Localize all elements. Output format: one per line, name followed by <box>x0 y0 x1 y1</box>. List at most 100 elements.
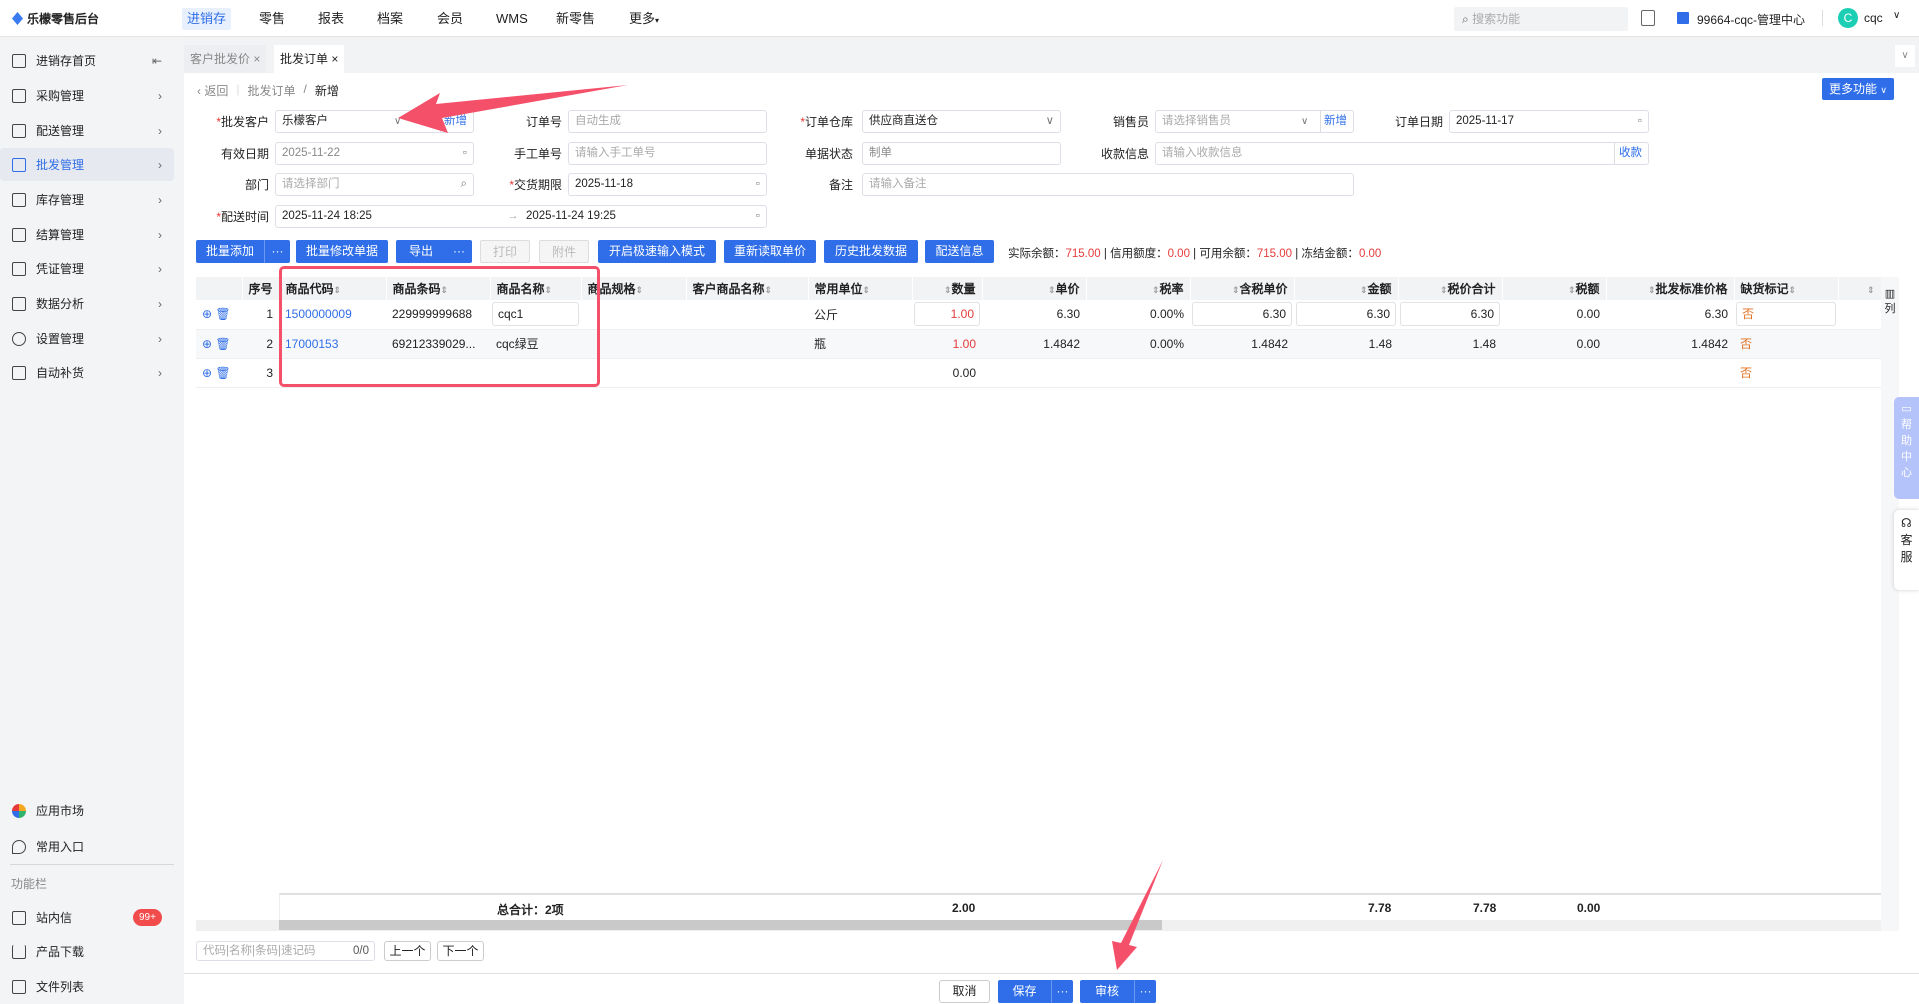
search-icon[interactable]: ⌕ <box>460 178 467 190</box>
cancel-button[interactable]: 取消 <box>939 980 990 1003</box>
sidebar-item-settings[interactable]: 设置管理 › <box>0 322 174 355</box>
export-button[interactable]: 导出 ··· <box>396 240 472 263</box>
sort-icon[interactable]: ⇕ <box>1231 285 1240 295</box>
history-data-button[interactable]: 历史批发数据 <box>824 240 918 263</box>
manual-no-input[interactable]: 请输入手工单号 <box>568 142 767 165</box>
user-name[interactable]: cqc <box>1864 11 1883 25</box>
batch-add-button[interactable]: 批量添加 ··· <box>196 240 290 263</box>
more-icon[interactable]: ··· <box>1134 980 1156 1003</box>
cell-code[interactable]: 17000153 <box>279 329 386 359</box>
cell-qty[interactable]: 1.00 <box>912 300 982 330</box>
delivery-time-range[interactable]: 2025-11-24 18:25 → 2025-11-24 19:25 ▫ <box>275 205 767 228</box>
tab-customer-price[interactable]: 客户批发价 × <box>184 45 267 73</box>
col-out-of-stock[interactable]: 缺货标记⇕ <box>1734 277 1839 300</box>
valid-date-input[interactable]: 2025-11-22 ▫ <box>275 142 474 165</box>
col-code[interactable]: 商品代码⇕ <box>279 277 387 300</box>
sort-icon[interactable]: ⇕ <box>333 285 342 295</box>
nav-report[interactable]: 报表 <box>318 11 345 26</box>
warehouse-select[interactable]: 供应商直送仓 ∨ <box>862 110 1061 133</box>
more-icon[interactable]: ··· <box>453 244 465 258</box>
col-total[interactable]: ⇕税价合计 <box>1398 277 1503 300</box>
collapse-icon[interactable]: ⇤ <box>151 53 162 68</box>
sidebar-item-analytics[interactable]: 数据分析 › <box>0 287 174 320</box>
add-row-icon[interactable]: ⊕ <box>202 336 213 351</box>
remark-input[interactable]: 请输入备注 <box>862 173 1354 196</box>
sidebar-item-voucher[interactable]: 凭证管理 › <box>0 252 174 285</box>
col-unit[interactable]: 常用单位⇕ <box>808 277 913 300</box>
cell-code[interactable] <box>279 358 386 388</box>
help-center-button[interactable]: ▭ 帮助中心 <box>1894 397 1919 499</box>
tabs-dropdown-icon[interactable]: ∨ <box>1895 45 1915 67</box>
prev-button[interactable]: 上一个 <box>384 941 431 961</box>
col-qty[interactable]: ⇕数量 <box>912 277 983 300</box>
sort-icon[interactable]: ⇕ <box>1047 285 1056 295</box>
store-name[interactable]: 99664-cqc-管理中心 <box>1697 13 1806 27</box>
sort-icon[interactable]: ⇕ <box>1151 285 1160 295</box>
more-icon[interactable]: ··· <box>1051 980 1073 1003</box>
sidebar-item-delivery[interactable]: 配送管理 › <box>0 114 174 147</box>
col-tax-price[interactable]: ⇕含税单价 <box>1190 277 1295 300</box>
sidebar-item-download[interactable]: 产品下载 <box>0 935 174 968</box>
app-logo[interactable]: 乐檬零售后台 <box>12 10 99 27</box>
sidebar-item-files[interactable]: 文件列表 <box>0 970 174 1003</box>
collect-payment-link[interactable]: 收款 <box>1614 143 1642 164</box>
add-row-icon[interactable]: ⊕ <box>202 307 213 322</box>
nav-jxc[interactable]: 进销存 <box>182 8 232 30</box>
reload-price-button[interactable]: 重新读取单价 <box>724 240 816 263</box>
delete-icon[interactable]: 🗑 <box>215 307 231 322</box>
sidebar-item-home[interactable]: 进销存首页 ⇤ <box>0 44 174 77</box>
col-std-price[interactable]: ⇕批发标准价格 <box>1606 277 1735 300</box>
sort-icon[interactable]: ⇕ <box>943 285 952 295</box>
col-name[interactable]: 商品名称⇕ <box>490 277 582 300</box>
breadcrumb-parent[interactable]: 批发订单 <box>247 84 296 98</box>
delete-icon[interactable]: 🗑 <box>215 336 231 351</box>
close-icon[interactable]: × <box>331 52 339 66</box>
cell-out-of_stock[interactable]: 否 <box>1734 300 1838 330</box>
audit-button[interactable]: 审核 ··· <box>1080 980 1156 1003</box>
salesman-select[interactable]: 请选择销售员 ∨ 新增 <box>1155 110 1354 133</box>
nav-new-retail[interactable]: 新零售 <box>556 11 596 26</box>
dept-input[interactable]: 请选择部门 ⌕ <box>275 173 474 196</box>
chevron-down-icon[interactable]: ∨ <box>1893 10 1901 21</box>
sort-icon[interactable]: ⇕ <box>635 285 644 295</box>
sort-icon[interactable]: ⇕ <box>440 285 449 295</box>
cell-total[interactable]: 6.30 <box>1398 300 1502 330</box>
sidebar-item-purchase[interactable]: 采购管理 › <box>0 79 174 112</box>
sort-icon[interactable]: ⇕ <box>1439 285 1448 295</box>
delivery-info-button[interactable]: 配送信息 <box>925 240 994 263</box>
print-button[interactable]: 打印 <box>480 240 530 263</box>
add-customer-link[interactable]: 新增 <box>440 111 467 132</box>
more-icon[interactable]: ··· <box>264 240 290 263</box>
more-functions-button[interactable]: 更多功能 ∨ <box>1822 78 1894 100</box>
batch-edit-button[interactable]: 批量修改单据 <box>296 240 388 263</box>
order-no-input[interactable]: 自动生成 <box>568 110 767 133</box>
col-amount[interactable]: ⇕金额 <box>1294 277 1399 300</box>
sort-icon[interactable]: ⇕ <box>544 285 553 295</box>
nav-archive[interactable]: 档案 <box>377 11 404 26</box>
nav-retail[interactable]: 零售 <box>259 11 286 26</box>
sidebar-item-inventory[interactable]: 库存管理 › <box>0 183 174 216</box>
nav-member[interactable]: 会员 <box>437 11 464 26</box>
close-icon[interactable]: × <box>253 52 261 66</box>
sidebar-item-settlement[interactable]: 结算管理 › <box>0 218 174 251</box>
cell-name[interactable]: cqc1 <box>490 300 581 330</box>
cell-amount[interactable]: 6.30 <box>1294 300 1398 330</box>
scrollbar-thumb[interactable] <box>279 920 1162 930</box>
horizontal-scrollbar[interactable] <box>196 920 1881 930</box>
save-button[interactable]: 保存 ··· <box>998 980 1073 1003</box>
sort-icon[interactable]: ⇕ <box>1359 285 1368 295</box>
nav-more[interactable]: 更多▾ <box>629 11 660 26</box>
tab-wholesale-order[interactable]: 批发订单 × <box>274 45 345 73</box>
sidebar-item-app-market[interactable]: 应用市场 <box>0 794 174 827</box>
payment-input[interactable]: 请输入收款信息 收款 <box>1155 142 1649 165</box>
sort-icon[interactable]: ⇕ <box>1567 285 1576 295</box>
col-rate[interactable]: ⇕税率 <box>1086 277 1191 300</box>
cell-tax-price[interactable]: 6.30 <box>1190 300 1294 330</box>
col-barcode[interactable]: 商品条码⇕ <box>386 277 491 300</box>
attachment-button[interactable]: 附件 <box>539 240 589 263</box>
col-tax[interactable]: ⇕税额 <box>1502 277 1607 300</box>
customer-service-button[interactable]: ☊ 客服 <box>1894 510 1919 590</box>
sidebar-item-messages[interactable]: 站内信 99+ <box>0 901 174 934</box>
column-settings-button[interactable]: ▥ 列 <box>1881 277 1899 931</box>
sort-icon[interactable]: ⇕ <box>764 285 773 295</box>
